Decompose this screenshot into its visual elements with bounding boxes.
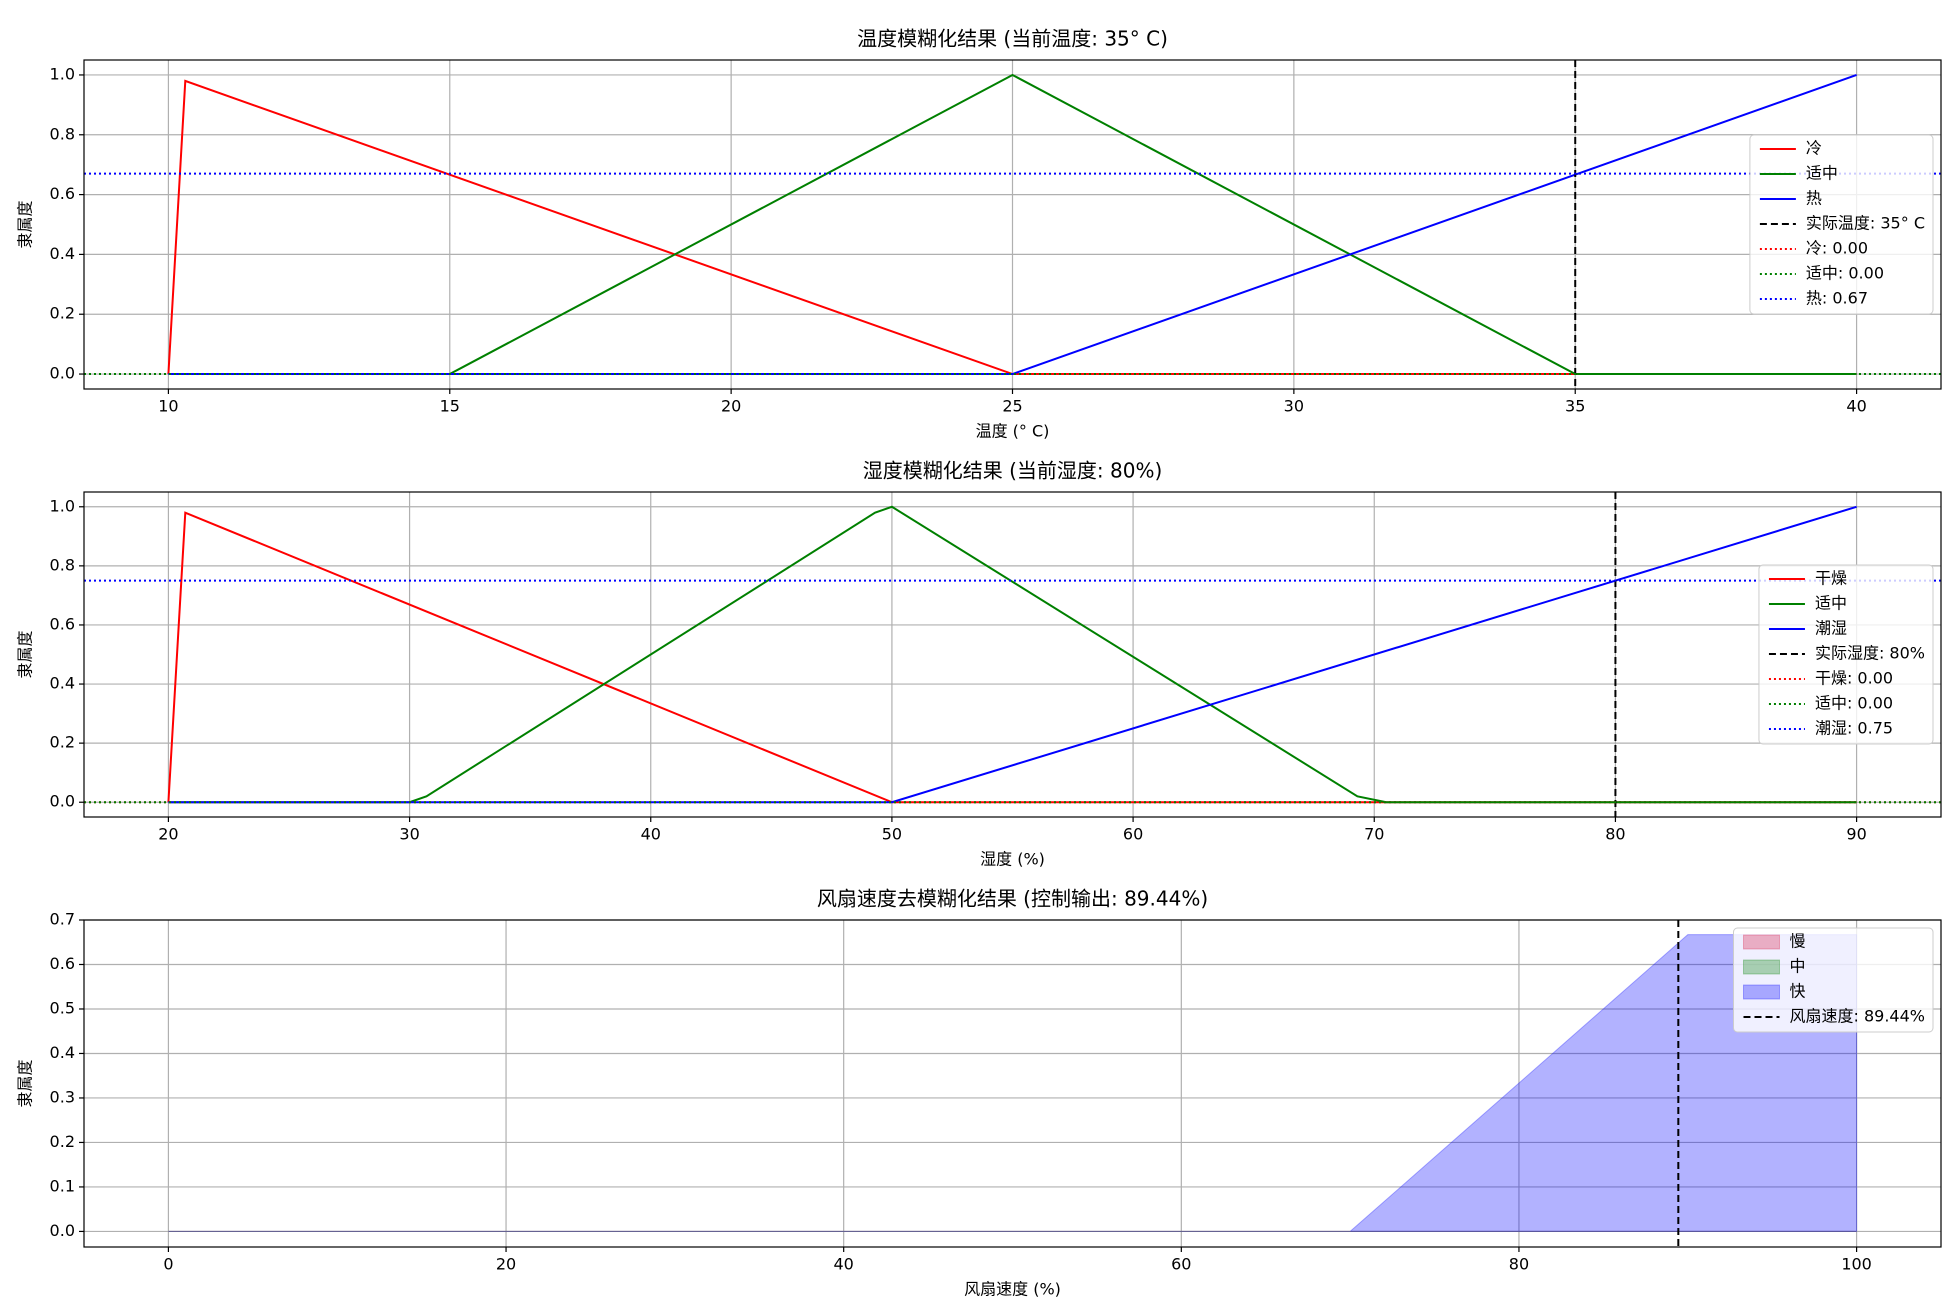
plot-frame [83, 491, 1942, 818]
legend-swatch [1743, 984, 1780, 1000]
x-tick-label: 80 [1509, 1255, 1529, 1274]
legend-label: 冷 [1806, 139, 1822, 158]
x-tick-label: 60 [1123, 825, 1143, 844]
x-tick-label: 10 [158, 397, 178, 416]
legend-box [1749, 134, 1934, 315]
x-tick-label: 20 [721, 397, 741, 416]
x-tick-label: 20 [496, 1255, 516, 1274]
x-tick-label: 30 [1284, 397, 1304, 416]
x-tick-label: 40 [834, 1255, 854, 1274]
subplot: 10 15 20 25 30 35 40 0.0 0.2 0.4 0.6 0.8 1.0 温度模糊化结果 … [16, 27, 1942, 441]
line [167, 511, 1857, 804]
x-tick-label: 15 [440, 397, 460, 416]
legend-box [1758, 564, 1934, 745]
chart-title: 温度模糊化结果 (当前温度: 35° C) [857, 27, 1168, 51]
x-tick-label: 80 [1605, 825, 1625, 844]
y-tick-label: 0.0 [50, 364, 75, 383]
y-tick-label: 0.3 [50, 1087, 75, 1106]
x-axis-label: 温度 (° C) [976, 422, 1050, 441]
x-tick-label: 30 [399, 825, 419, 844]
x-tick-label: 0 [163, 1255, 173, 1274]
y-tick-label: 0.2 [50, 1132, 75, 1151]
x-tick-label: 20 [158, 825, 178, 844]
x-tick-label: 40 [1846, 397, 1866, 416]
x-tick-label: 90 [1846, 825, 1866, 844]
legend-swatch [1743, 959, 1780, 975]
chart-title: 湿度模糊化结果 (当前湿度: 80%) [863, 459, 1163, 483]
y-tick-label: 0.6 [50, 614, 75, 633]
y-tick-label: 1.0 [50, 64, 75, 83]
x-tick-label: 25 [1002, 397, 1022, 416]
legend-label: 风扇速度: 89.44% [1790, 1007, 1926, 1026]
plot-frame [83, 59, 1942, 390]
y-tick-label: 0.7 [50, 910, 75, 929]
legend-label: 适中 [1815, 594, 1847, 613]
plot-frame [83, 919, 1942, 1248]
y-tick-label: 0.8 [50, 124, 75, 143]
y-tick-label: 0.8 [50, 555, 75, 574]
legend-label: 慢 [1790, 932, 1806, 951]
legend-label: 干燥 [1815, 569, 1847, 588]
legend-label: 热 [1806, 189, 1822, 208]
x-tick-label: 70 [1364, 825, 1384, 844]
y-axis-label: 隶属度 [16, 630, 35, 678]
legend-label: 实际湿度: 80% [1815, 644, 1925, 663]
x-tick-label: 60 [1171, 1255, 1191, 1274]
y-tick-label: 0.0 [50, 792, 75, 811]
subplot: 20 30 40 50 60 70 80 90 0.0 0.2 0.4 0.6 0.8 1.0 湿度模糊化结… [16, 459, 1942, 869]
legend-label: 实际温度: 35° C [1806, 214, 1925, 233]
x-tick-label: 40 [641, 825, 661, 844]
y-tick-label: 0.5 [50, 998, 75, 1017]
legend-label: 中 [1790, 957, 1806, 976]
y-tick-label: 0.1 [50, 1176, 75, 1195]
legend-label: 潮湿 [1815, 619, 1847, 638]
y-tick-label: 0.0 [50, 1221, 75, 1240]
legend-label: 适中: 0.00 [1806, 264, 1884, 283]
x-tick-label: 35 [1565, 397, 1585, 416]
legend-label: 适中: 0.00 [1815, 694, 1893, 713]
legend-box [1733, 927, 1934, 1033]
x-tick-label: 50 [882, 825, 902, 844]
legend-label: 干燥: 0.00 [1815, 669, 1893, 688]
y-tick-label: 0.4 [50, 244, 75, 263]
legend-swatch [1743, 934, 1780, 950]
x-axis-label: 湿度 (%) [980, 850, 1045, 869]
legend-label: 快 [1790, 982, 1806, 1001]
chart-title: 风扇速度去模糊化结果 (控制输出: 89.44%) [817, 887, 1208, 911]
y-tick-label: 0.2 [50, 304, 75, 323]
y-axis-label: 隶属度 [16, 200, 35, 248]
y-tick-label: 0.6 [50, 184, 75, 203]
y-tick-label: 0.2 [50, 733, 75, 752]
legend-label: 冷: 0.00 [1806, 239, 1868, 258]
legend-label: 热: 0.67 [1806, 289, 1868, 308]
x-axis-label: 风扇速度 (%) [964, 1280, 1061, 1299]
x-tick-label: 100 [1841, 1255, 1872, 1274]
y-tick-label: 0.4 [50, 674, 75, 693]
subplot: 0 20 40 60 80 100 0.0 0.1 0.2 0.3 0.4 0.5 0.6 0.7 风扇速度… [16, 887, 1942, 1299]
y-tick-label: 0.4 [50, 1043, 75, 1062]
y-axis-label: 隶属度 [16, 1059, 35, 1107]
line [168, 505, 1857, 804]
y-tick-label: 0.6 [50, 954, 75, 973]
line [168, 505, 1857, 804]
area [168, 934, 1858, 1232]
legend-label: 适中 [1806, 164, 1838, 183]
y-tick-label: 1.0 [50, 496, 75, 515]
legend-label: 潮湿: 0.75 [1815, 719, 1893, 738]
